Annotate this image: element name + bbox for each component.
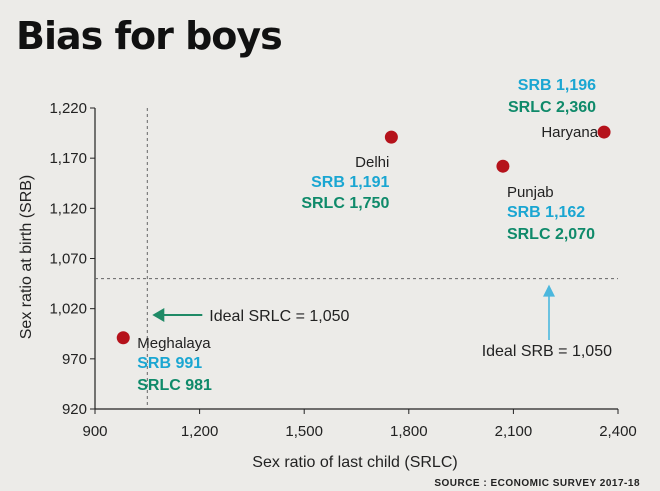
chart-title: Bias for boys xyxy=(16,14,283,58)
data-point-punjab xyxy=(496,159,510,173)
srb-label-delhi: SRB 1,191 xyxy=(311,174,389,191)
ideal-srlc-label: Ideal SRLC = 1,050 xyxy=(209,308,349,325)
x-tick-label: 2,100 xyxy=(495,423,533,440)
state-name-meghalaya: Meghalaya xyxy=(137,335,211,352)
x-tick-label: 2,400 xyxy=(599,423,637,440)
state-name-punjab: Punjab xyxy=(507,184,554,201)
srb-label-haryana: SRB 1,196 xyxy=(518,77,596,94)
y-tick-label: 1,120 xyxy=(49,200,87,217)
state-name-haryana: Haryana xyxy=(541,124,598,141)
srlc-label-haryana: SRLC 2,360 xyxy=(508,99,596,116)
state-name-delhi: Delhi xyxy=(355,154,389,171)
reference-lines: Ideal SRLC = 1,050 Ideal SRB = 1,050 xyxy=(95,108,618,409)
y-tick-label: 970 xyxy=(62,351,87,368)
y-tick-label: 1,020 xyxy=(49,301,87,318)
data-points: Meghalaya SRB 991 SRLC 981 Delhi SRB 1,191 SR… xyxy=(116,77,611,394)
y-tick-label: 1,220 xyxy=(49,100,87,117)
y-axis-title: Sex ratio at birth (SRB) xyxy=(18,175,35,340)
x-tick-label: 1,500 xyxy=(285,423,323,440)
tick-labels: 900 1,200 1,500 1,800 2,100 2,400 920 970 1,020 1… xyxy=(49,100,636,440)
ideal-srb-label: Ideal SRB = 1,050 xyxy=(482,343,612,360)
data-point-meghalaya xyxy=(116,331,130,345)
x-tick-label: 900 xyxy=(82,423,107,440)
y-tick-label: 1,070 xyxy=(49,251,87,268)
x-tick-label: 1,800 xyxy=(390,423,428,440)
source-note: SOURCE : ECONOMIC SURVEY 2017-18 xyxy=(434,478,640,489)
srb-label-punjab: SRB 1,162 xyxy=(507,204,585,221)
srb-label-meghalaya: SRB 991 xyxy=(137,355,202,372)
ideal-srlc-arrow-head xyxy=(152,308,165,322)
y-tick-label: 920 xyxy=(62,401,87,418)
srlc-label-punjab: SRLC 2,070 xyxy=(507,226,595,243)
ideal-srb-arrow-head xyxy=(543,284,555,297)
data-point-delhi xyxy=(384,130,398,144)
x-tick-label: 1,200 xyxy=(181,423,219,440)
x-axis-title: Sex ratio of last child (SRLC) xyxy=(252,454,457,471)
data-point-haryana xyxy=(597,125,611,139)
y-tick-label: 1,170 xyxy=(49,150,87,167)
srlc-label-meghalaya: SRLC 981 xyxy=(137,377,212,394)
srlc-label-delhi: SRLC 1,750 xyxy=(301,195,389,212)
